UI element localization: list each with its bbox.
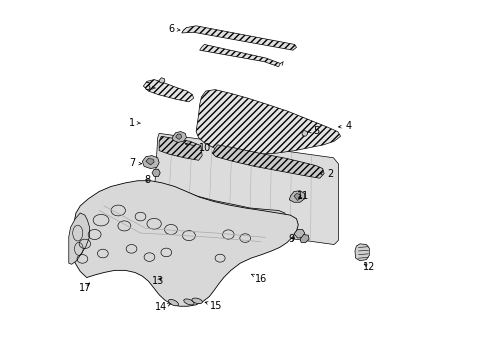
Text: 16: 16 [251, 274, 266, 284]
Text: 6: 6 [167, 24, 180, 35]
Text: 7: 7 [129, 158, 142, 168]
Polygon shape [153, 134, 338, 244]
Text: 11: 11 [296, 191, 308, 201]
Polygon shape [143, 80, 193, 102]
Polygon shape [300, 234, 308, 243]
Text: 17: 17 [79, 283, 91, 293]
Polygon shape [212, 145, 324, 178]
Text: 14: 14 [155, 302, 170, 312]
Text: 4: 4 [338, 121, 351, 131]
Ellipse shape [191, 298, 202, 303]
Text: 3: 3 [143, 82, 155, 93]
Polygon shape [293, 194, 301, 201]
Polygon shape [293, 229, 304, 238]
Polygon shape [152, 169, 160, 176]
Polygon shape [69, 213, 89, 264]
Text: 12: 12 [363, 262, 375, 272]
Ellipse shape [183, 299, 194, 305]
Polygon shape [142, 156, 159, 168]
Text: 5: 5 [307, 126, 319, 135]
Text: 13: 13 [152, 276, 164, 286]
Polygon shape [199, 44, 280, 67]
Polygon shape [354, 244, 368, 261]
Polygon shape [159, 78, 164, 83]
Polygon shape [145, 158, 154, 165]
Polygon shape [99, 185, 286, 276]
Polygon shape [301, 131, 307, 136]
Text: 1: 1 [128, 118, 140, 128]
Polygon shape [172, 132, 186, 142]
Polygon shape [159, 136, 202, 160]
Text: 8: 8 [143, 175, 150, 185]
Polygon shape [289, 191, 304, 202]
Text: 15: 15 [204, 301, 222, 311]
Polygon shape [70, 181, 298, 306]
Polygon shape [182, 26, 296, 50]
Polygon shape [175, 134, 182, 139]
Text: 2: 2 [319, 168, 333, 179]
Text: 10: 10 [185, 143, 211, 153]
Polygon shape [196, 90, 340, 154]
Text: 9: 9 [288, 234, 294, 244]
Ellipse shape [168, 300, 178, 306]
